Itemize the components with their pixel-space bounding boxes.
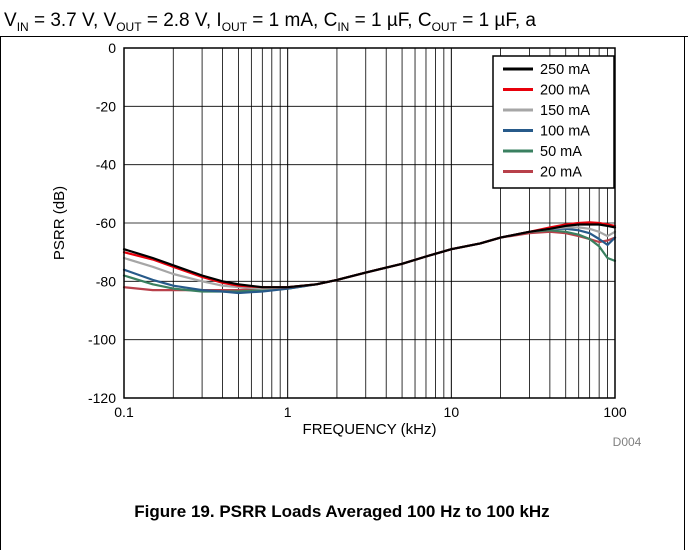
chart-series bbox=[122, 221, 617, 295]
cout-value: = 1 µF, a bbox=[456, 10, 536, 31]
x-tick-label: 1 bbox=[284, 404, 292, 420]
vout-symbol: V bbox=[103, 10, 117, 31]
legend-label: 20 mA bbox=[540, 165, 582, 181]
x-tick-labels: 0.1 1 10 100 bbox=[114, 404, 627, 420]
legend: 250 mA 200 mA 150 mA 100 mA 50 mA 20 mA bbox=[492, 55, 615, 189]
legend-label: 150 mA bbox=[540, 103, 590, 119]
y-tick-label: -100 bbox=[88, 332, 116, 348]
cout-symbol: C bbox=[417, 10, 432, 31]
vin-subscript: IN bbox=[16, 19, 29, 34]
figure-caption: Figure 19. PSRR Loads Averaged 100 Hz to… bbox=[134, 502, 550, 521]
psrr-chart: 0.1 1 10 100 0 -20 -40 -60 -80 -100 -120 FREQUENC… bbox=[51, 40, 642, 449]
vin-symbol: V bbox=[4, 10, 17, 31]
legend-box bbox=[492, 55, 615, 189]
test-conditions: VIN = 3.7 V, VOUT = 2.8 V, IOUT = 1 mA, … bbox=[4, 6, 688, 36]
vin-value: = 3.7 V, bbox=[28, 10, 104, 31]
figure-frame-top bbox=[0, 36, 688, 37]
series-line-250-ma bbox=[122, 223, 617, 289]
legend-label: 50 mA bbox=[540, 144, 582, 160]
series-line-50-ma bbox=[122, 229, 617, 293]
cin-symbol: C bbox=[323, 10, 338, 31]
cin-value: = 1 µF, bbox=[349, 10, 418, 31]
x-axis-label: FREQUENCY (kHz) bbox=[303, 421, 437, 438]
y-tick-label: -120 bbox=[88, 390, 116, 406]
legend-label: 250 mA bbox=[540, 62, 590, 78]
y-tick-label: -20 bbox=[96, 98, 116, 114]
figure-reference-code: D004 bbox=[613, 435, 642, 449]
cin-subscript: IN bbox=[337, 19, 350, 34]
cout-subscript: OUT bbox=[431, 19, 457, 34]
legend-label: 200 mA bbox=[540, 83, 590, 99]
y-tick-labels: 0 -20 -40 -60 -80 -100 -120 bbox=[88, 40, 116, 406]
plot-area bbox=[123, 47, 616, 399]
figure-frame-right bbox=[684, 36, 685, 550]
vout-value: = 2.8 V, bbox=[141, 10, 217, 31]
x-tick-label: 0.1 bbox=[114, 404, 134, 420]
iout-symbol: I bbox=[216, 10, 222, 31]
vout-subscript: OUT bbox=[116, 19, 142, 34]
iout-subscript: OUT bbox=[221, 19, 248, 34]
y-tick-label: -80 bbox=[96, 273, 116, 289]
y-axis-label: PSRR (dB) bbox=[51, 186, 68, 260]
figure-frame-left bbox=[0, 36, 1, 550]
x-tick-label: 10 bbox=[444, 404, 460, 420]
iout-value: = 1 mA, bbox=[247, 10, 324, 31]
x-tick-label: 100 bbox=[603, 404, 627, 420]
legend-label: 100 mA bbox=[540, 124, 590, 140]
series-line-150-ma bbox=[122, 226, 617, 290]
series-line-100-ma bbox=[122, 227, 617, 295]
y-tick-label: -40 bbox=[96, 157, 116, 173]
y-tick-label: 0 bbox=[108, 40, 116, 56]
y-tick-label: -60 bbox=[96, 215, 116, 231]
